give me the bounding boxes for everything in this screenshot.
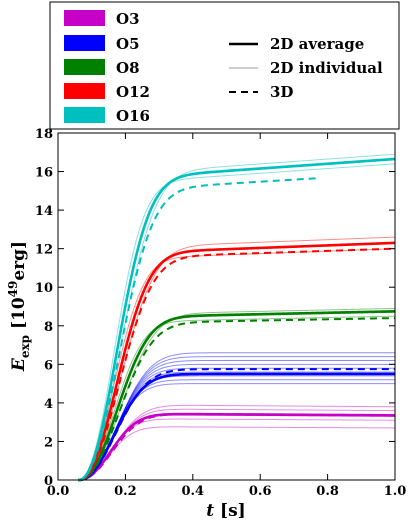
x-ticks: 0.0 0.2 0.4 0.6 0.8 1.0 [47,133,407,499]
legend-swatch-o12 [64,83,105,99]
line-2d-individual-o5-7 [78,359,395,481]
legend-label-3d: 3D [270,83,293,101]
line-2d-individual-o3-1 [78,426,396,481]
line-2d-individual-o5-5 [78,367,395,481]
y-tick-label: 4 [44,397,53,412]
line-2d-individual-o5-4 [78,371,395,481]
y-tick-label: 14 [35,204,53,219]
x-axis-unit: [s] [214,501,246,521]
y-axis-variable: E [9,357,29,372]
legend-label-o12: O12 [116,83,150,101]
y-axis-exponent: 49 [6,281,20,298]
series-o16 [78,153,396,482]
y-axis-title: Eexp [1049erg] [6,241,32,372]
line-3d-o16 [78,177,318,481]
line-2d-individual-o16-1 [78,163,396,481]
legend-label-o8: O8 [116,59,140,77]
legend-swatch-o8 [64,59,105,75]
x-tick-label: 1.0 [384,484,407,499]
line-2d-individual-o12-2 [78,242,396,481]
line-2d-individual-o3-4 [78,412,396,481]
plot-area: 0.0 0.2 0.4 0.6 0.8 1.0 0 2 4 6 8 10 12 14 16 18 [35,127,406,499]
y-tick-label: 8 [44,320,53,335]
legend-label-2d-average: 2D average [270,35,364,53]
y-tick-label: 16 [35,166,53,181]
line-2d-individual-o8-1 [78,315,396,481]
legend-frame [49,1,400,130]
legend-swatch-o3 [64,10,105,26]
series-o5 [78,352,395,482]
legend-label-o16: O16 [116,107,150,125]
legend-swatch-o16 [64,107,105,123]
line-2d-individual-o5-8 [78,356,395,481]
y-axis-unit-suffix: erg] [9,241,29,281]
x-tick-label: 0.2 [114,484,137,499]
line-2d-individual-o3-3 [78,414,395,481]
line-2d-average-o16 [78,157,396,482]
legend-label-o5: O5 [116,35,140,53]
series-layer [78,153,396,482]
x-axis-variable: t [206,501,214,521]
line-2d-individual-o12-3 [78,236,396,481]
y-tick-label: 10 [35,281,53,296]
y-tick-label: 12 [35,243,53,258]
line-2d-individual-o5-9 [78,352,395,481]
series-o12 [78,236,396,482]
line-2d-individual-o3-6 [78,404,395,481]
line-2d-individual-o8-3 [78,307,396,481]
legend-swatch-o5 [64,35,105,51]
y-axis-unit-prefix: [10 [9,297,29,335]
y-tick-label: 6 [44,358,53,373]
line-2d-individual-o5-6 [78,363,395,481]
line-2d-average-o12 [78,241,396,482]
axes-frame [57,132,396,481]
legend-label-o3: O3 [116,10,140,28]
x-axis-title: t [s] [206,501,245,521]
line-3d-o8 [78,317,396,481]
x-tick-label: 0.4 [181,484,204,499]
legend: O3 O5 O8 O12 O16 2D average 2D individua… [49,1,400,130]
line-3d-o3 [78,413,396,481]
y-tick-label: 0 [44,474,53,489]
y-tick-label: 2 [44,435,53,450]
x-tick-label: 0.0 [47,484,70,499]
series-o8 [78,307,396,482]
y-axis-subscript: exp [18,335,32,358]
x-tick-label: 0.8 [316,484,339,499]
x-tick-label: 0.6 [249,484,272,499]
line-2d-average-o8 [78,310,396,482]
y-tick-label: 18 [35,127,53,142]
line-2d-average-o3 [78,412,396,482]
legend-label-2d-individual: 2D individual [270,59,383,77]
series-o3 [78,404,396,482]
y-ticks: 0 2 4 6 8 10 12 14 16 18 [35,127,395,489]
line-3d-o12 [78,247,396,481]
